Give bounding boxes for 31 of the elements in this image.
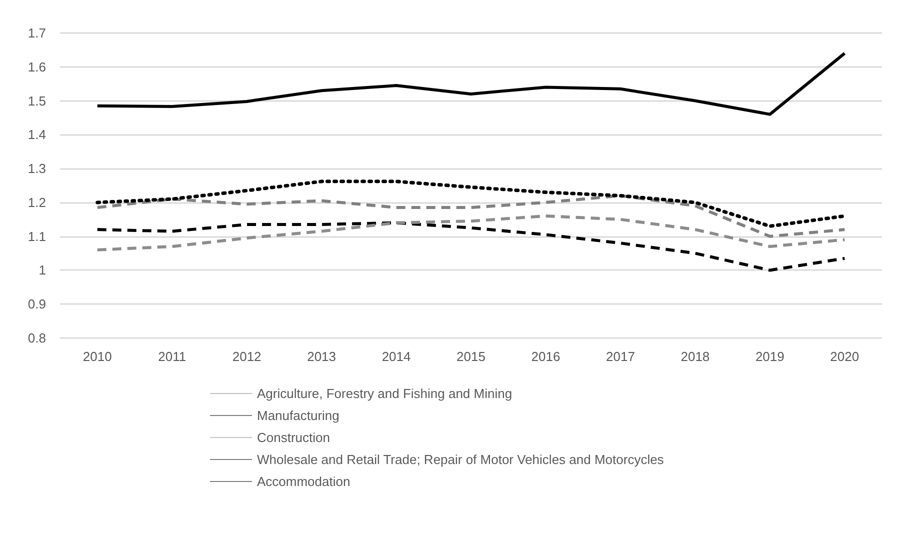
x-tick-label: 2011 bbox=[158, 349, 186, 364]
line-series bbox=[96, 221, 846, 272]
legend-label: Agriculture, Forestry and Fishing and Mining bbox=[257, 386, 512, 401]
y-tick-label: 1.5 bbox=[28, 93, 46, 108]
y-tick-label: 1.4 bbox=[28, 127, 46, 142]
y-tick-label: 1 bbox=[38, 262, 46, 278]
y-tick-label: 1.2 bbox=[28, 194, 46, 210]
x-tick-label: 2010 bbox=[82, 349, 112, 364]
y-tick-label: 0.9 bbox=[28, 296, 46, 312]
y-tick-label: 0.8 bbox=[28, 330, 46, 346]
x-tick-label: 2015 bbox=[456, 349, 486, 364]
x-tick-label: 2018 bbox=[680, 349, 710, 364]
line-series bbox=[96, 52, 846, 116]
y-tick-label: 1.6 bbox=[28, 59, 46, 74]
legend-label: Manufacturing bbox=[257, 408, 340, 423]
x-tick-label: 2013 bbox=[307, 349, 336, 364]
y-tick-label: 1.7 bbox=[28, 26, 46, 40]
y-tick-label: 1.3 bbox=[28, 161, 46, 176]
line-series bbox=[96, 194, 846, 238]
legend-label: Construction bbox=[257, 430, 330, 445]
x-tick-label: 2016 bbox=[531, 349, 560, 364]
y-tick-label: 1.1 bbox=[28, 228, 46, 244]
line-series bbox=[96, 214, 846, 252]
legend-label: Wholesale and Retail Trade; Repair of Motor Vehicles and Motorcycles bbox=[257, 452, 664, 467]
legend-label: Accommodation bbox=[257, 474, 350, 489]
x-tick-label: 2014 bbox=[382, 349, 411, 364]
x-tick-label: 2019 bbox=[755, 349, 784, 364]
x-tick-label: 2017 bbox=[606, 349, 635, 364]
x-tick-label: 2012 bbox=[232, 349, 262, 364]
x-tick-label: 2020 bbox=[830, 349, 860, 364]
line-series bbox=[96, 180, 846, 228]
